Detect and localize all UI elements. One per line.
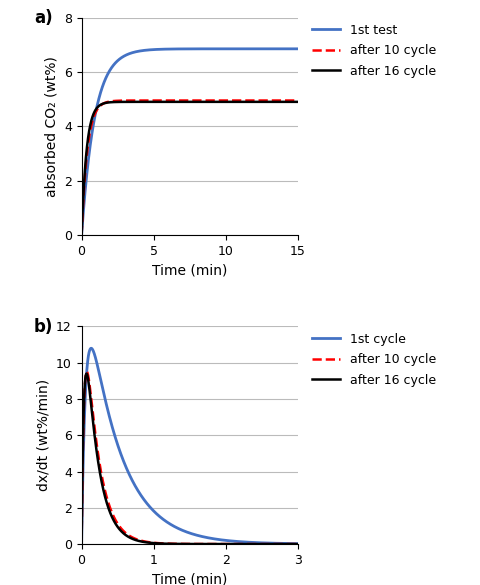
after 16 cycle bbox=[174, 98, 180, 105]
after 10 cycle bbox=[101, 100, 107, 107]
after 16 cycle bbox=[79, 232, 84, 239]
after 10 cycle bbox=[295, 97, 300, 104]
after 10 cycle bbox=[79, 540, 84, 547]
1st cycle bbox=[162, 517, 168, 524]
1st test bbox=[295, 45, 300, 52]
1st cycle bbox=[88, 345, 94, 352]
after 16 cycle bbox=[247, 98, 253, 105]
after 10 cycle bbox=[227, 97, 233, 104]
after 10 cycle bbox=[174, 97, 180, 104]
Legend: 1st test, after 10 cycle, after 16 cycle: 1st test, after 10 cycle, after 16 cycle bbox=[312, 24, 436, 78]
after 10 cycle bbox=[295, 97, 300, 104]
1st test bbox=[79, 232, 84, 239]
after 16 cycle bbox=[264, 98, 270, 105]
Line: 1st test: 1st test bbox=[82, 49, 298, 235]
1st test bbox=[174, 46, 180, 53]
after 16 cycle bbox=[251, 98, 257, 105]
after 10 cycle bbox=[267, 541, 273, 548]
1st test bbox=[101, 80, 107, 87]
X-axis label: Time (min): Time (min) bbox=[152, 572, 228, 585]
after 16 cycle bbox=[295, 98, 300, 105]
after 10 cycle bbox=[295, 541, 300, 548]
after 16 cycle bbox=[84, 370, 89, 377]
Line: 1st cycle: 1st cycle bbox=[82, 348, 298, 543]
after 16 cycle bbox=[101, 100, 107, 107]
1st test bbox=[247, 45, 253, 52]
after 10 cycle bbox=[84, 369, 90, 376]
after 16 cycle bbox=[79, 540, 84, 547]
after 16 cycle bbox=[162, 540, 168, 547]
after 16 cycle bbox=[166, 98, 172, 105]
after 16 cycle bbox=[267, 541, 273, 548]
1st cycle bbox=[171, 523, 177, 530]
after 16 cycle bbox=[290, 541, 296, 548]
after 10 cycle bbox=[162, 540, 168, 547]
Line: after 10 cycle: after 10 cycle bbox=[82, 372, 298, 544]
after 10 cycle bbox=[171, 541, 177, 548]
1st cycle bbox=[103, 401, 109, 408]
X-axis label: Time (min): Time (min) bbox=[152, 263, 228, 277]
after 10 cycle bbox=[290, 541, 296, 548]
1st test bbox=[166, 46, 172, 53]
Legend: 1st cycle, after 10 cycle, after 16 cycle: 1st cycle, after 10 cycle, after 16 cycl… bbox=[312, 333, 436, 387]
after 10 cycle bbox=[116, 522, 122, 529]
Line: after 16 cycle: after 16 cycle bbox=[82, 102, 298, 235]
Text: a): a) bbox=[34, 9, 53, 27]
after 10 cycle bbox=[247, 97, 253, 104]
1st cycle bbox=[116, 446, 122, 453]
Line: after 16 cycle: after 16 cycle bbox=[82, 374, 298, 544]
1st cycle bbox=[79, 540, 84, 547]
after 16 cycle bbox=[295, 541, 300, 548]
after 16 cycle bbox=[227, 98, 233, 105]
after 10 cycle bbox=[251, 97, 257, 104]
1st cycle bbox=[267, 539, 273, 546]
after 16 cycle bbox=[116, 525, 122, 532]
Y-axis label: dx/dt (wt%/min): dx/dt (wt%/min) bbox=[36, 379, 50, 491]
after 10 cycle bbox=[166, 97, 172, 104]
1st cycle bbox=[290, 540, 296, 547]
1st cycle bbox=[295, 540, 300, 547]
after 10 cycle bbox=[79, 232, 84, 239]
after 10 cycle bbox=[103, 492, 109, 499]
Text: b): b) bbox=[34, 318, 53, 336]
after 16 cycle bbox=[103, 498, 109, 505]
after 16 cycle bbox=[171, 541, 177, 548]
Y-axis label: absorbed CO₂ (wt%): absorbed CO₂ (wt%) bbox=[44, 56, 59, 197]
1st test bbox=[251, 45, 257, 52]
1st test bbox=[227, 45, 233, 52]
Line: after 10 cycle: after 10 cycle bbox=[82, 101, 298, 235]
